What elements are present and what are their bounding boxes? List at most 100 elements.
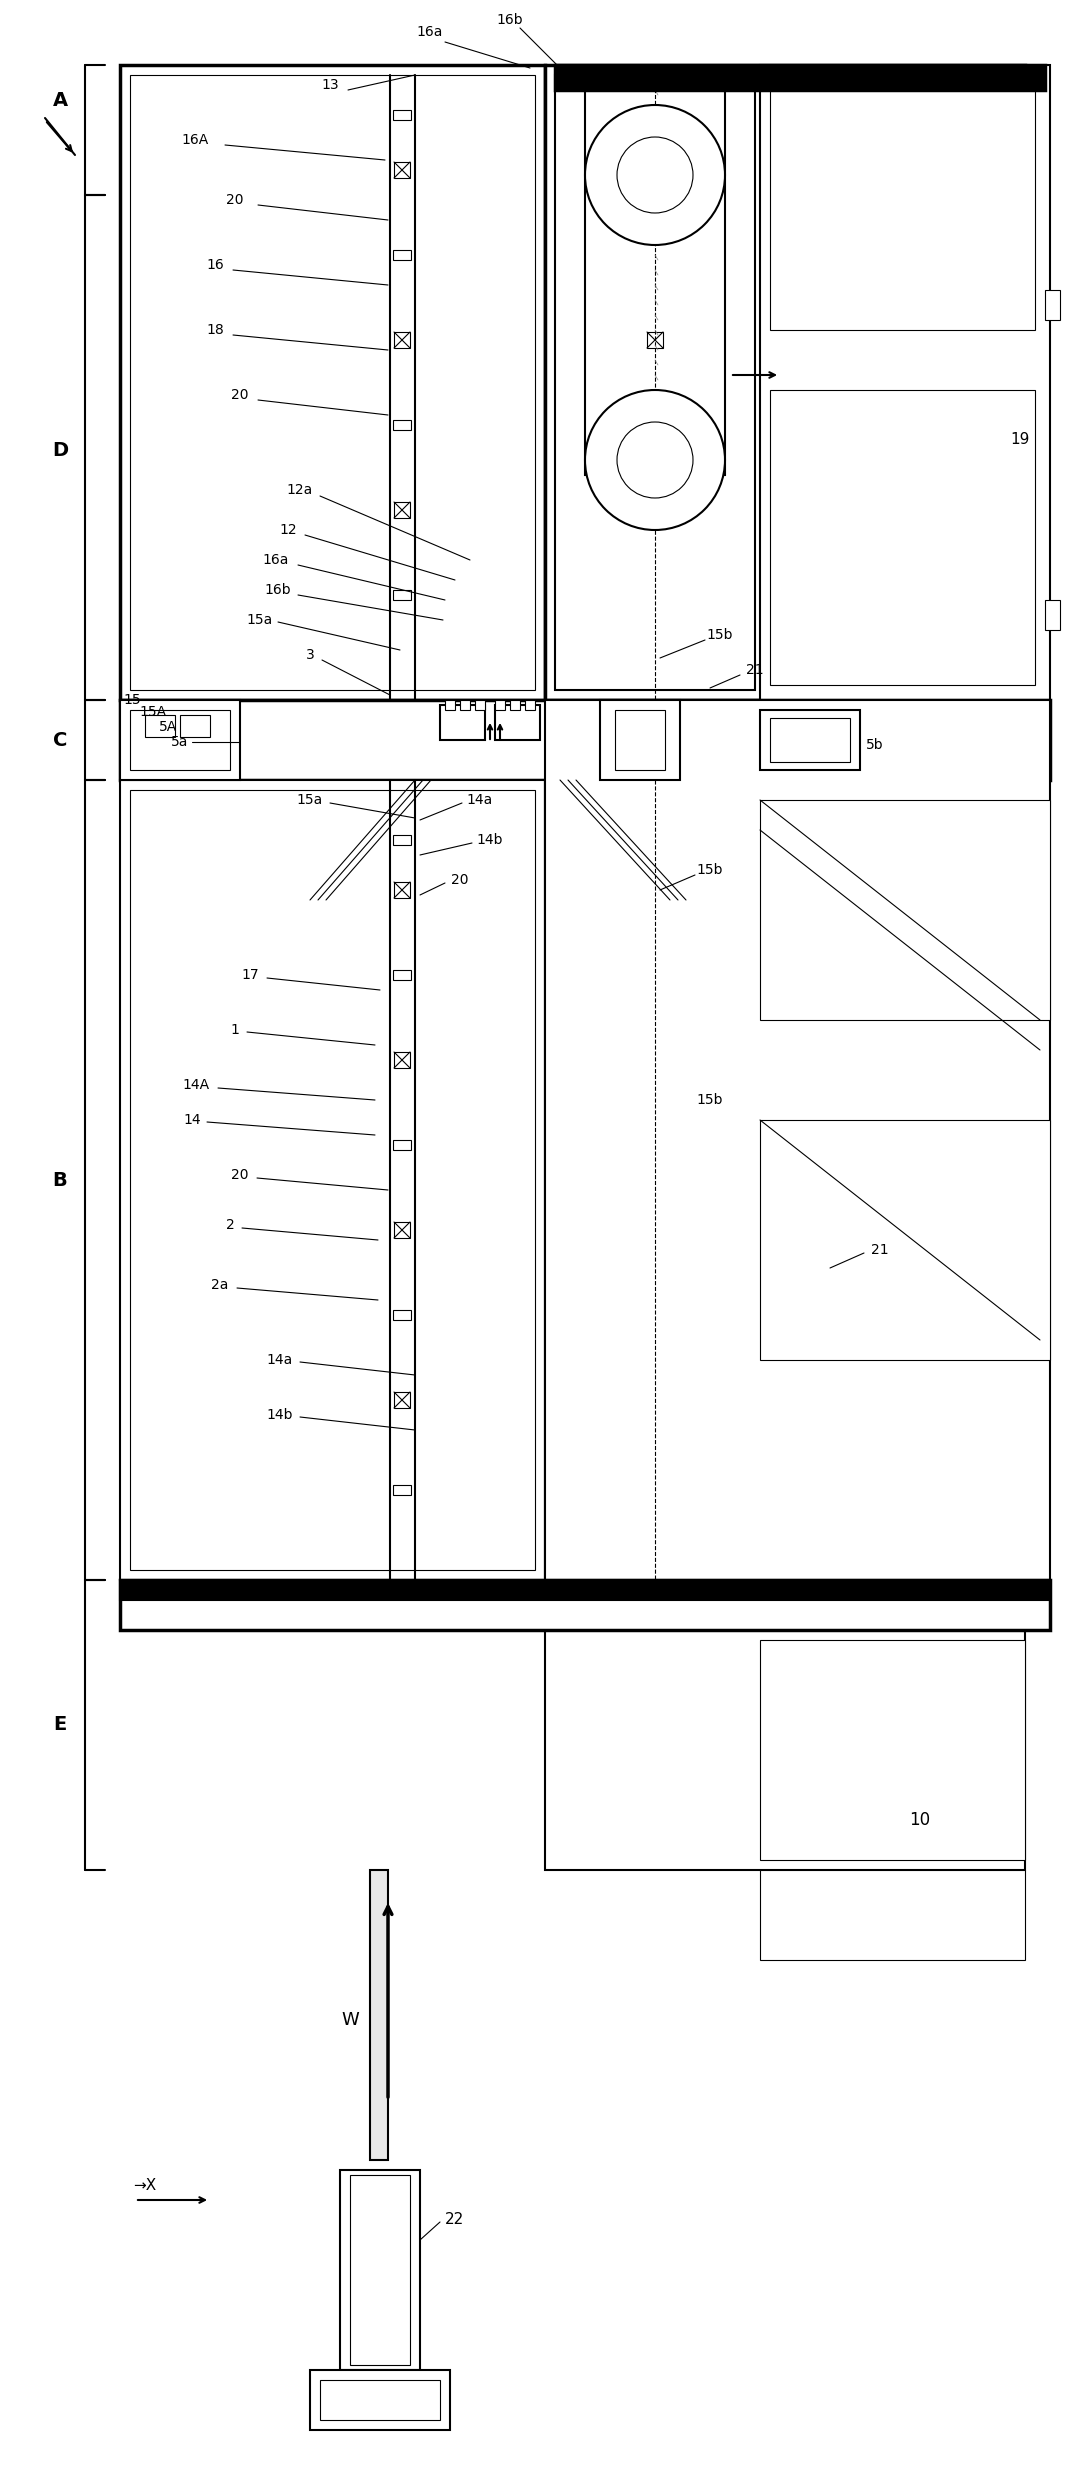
Text: 21: 21 <box>746 662 764 677</box>
Bar <box>760 1119 1050 1359</box>
Bar <box>393 1223 410 1238</box>
Bar <box>446 699 455 709</box>
Text: 20: 20 <box>227 193 244 208</box>
Text: 2a: 2a <box>211 1278 229 1292</box>
Text: 14a: 14a <box>267 1354 293 1366</box>
Bar <box>545 64 1025 699</box>
Bar <box>393 1139 411 1149</box>
Text: 16a: 16a <box>262 554 289 566</box>
Bar <box>370 1871 388 2160</box>
Text: 5A: 5A <box>159 719 177 734</box>
Text: 15: 15 <box>124 692 141 707</box>
Text: 20: 20 <box>231 1169 248 1181</box>
Bar <box>525 699 535 709</box>
Text: C: C <box>53 731 67 749</box>
Bar <box>770 79 1035 331</box>
Circle shape <box>585 390 725 529</box>
Bar <box>130 709 230 771</box>
Bar <box>393 971 411 981</box>
Text: 15b: 15b <box>707 628 733 642</box>
Bar <box>393 1053 410 1067</box>
Text: 16b: 16b <box>496 12 524 27</box>
Bar <box>393 331 410 348</box>
Text: 14b: 14b <box>477 833 503 848</box>
Text: →X: →X <box>133 2177 156 2192</box>
Bar <box>310 2370 450 2429</box>
Text: 13: 13 <box>321 79 339 91</box>
Bar <box>393 1391 410 1408</box>
Text: 15A: 15A <box>140 704 167 719</box>
Text: A: A <box>52 91 67 109</box>
Text: 17: 17 <box>241 969 259 981</box>
Bar <box>393 1485 411 1495</box>
Bar <box>320 2380 440 2419</box>
Text: 14A: 14A <box>182 1077 209 1092</box>
Text: 5a: 5a <box>171 734 189 749</box>
Text: E: E <box>53 1715 66 1735</box>
Bar <box>555 74 754 689</box>
Text: 3: 3 <box>306 647 314 662</box>
Bar <box>601 699 680 781</box>
Bar <box>545 699 1050 1579</box>
Bar <box>393 250 411 259</box>
Circle shape <box>585 104 725 245</box>
Bar <box>555 64 1045 89</box>
Bar <box>120 699 1050 781</box>
Bar <box>350 2174 410 2365</box>
Text: 14a: 14a <box>467 793 493 808</box>
Text: 15b: 15b <box>697 862 723 877</box>
Bar <box>545 781 1025 1579</box>
Bar <box>460 699 470 709</box>
Text: 18: 18 <box>206 324 224 336</box>
Text: 15b: 15b <box>697 1092 723 1107</box>
Bar <box>393 591 411 600</box>
Bar <box>475 699 485 709</box>
Text: 5b: 5b <box>866 739 883 751</box>
Text: 14b: 14b <box>267 1408 294 1421</box>
Text: 20: 20 <box>231 388 248 403</box>
Text: W: W <box>341 2011 359 2029</box>
Bar <box>130 74 535 689</box>
Bar <box>545 1631 1025 1871</box>
Bar <box>120 1579 1050 1631</box>
Bar <box>760 709 860 771</box>
Bar <box>393 1310 411 1320</box>
Text: 15a: 15a <box>297 793 323 808</box>
Bar <box>120 781 545 1579</box>
Bar <box>760 1641 1025 1861</box>
Bar <box>770 719 850 761</box>
Text: 14: 14 <box>183 1112 201 1127</box>
Bar <box>120 699 240 781</box>
Bar <box>393 420 411 430</box>
Bar <box>1045 600 1060 630</box>
Bar <box>495 699 505 709</box>
Bar <box>145 714 175 736</box>
Text: 16b: 16b <box>264 583 292 598</box>
Text: 19: 19 <box>1010 432 1030 447</box>
Bar <box>440 704 485 739</box>
Bar <box>393 502 410 519</box>
Bar <box>770 390 1035 684</box>
Circle shape <box>617 136 693 213</box>
Bar <box>509 699 520 709</box>
Text: 12: 12 <box>280 524 297 536</box>
Text: 2: 2 <box>225 1218 234 1233</box>
Bar <box>760 801 1050 1021</box>
Text: 16: 16 <box>206 257 224 272</box>
Bar <box>393 163 410 178</box>
Text: 21: 21 <box>872 1243 889 1258</box>
Text: B: B <box>53 1171 67 1189</box>
Text: 20: 20 <box>451 872 468 887</box>
Bar <box>180 714 210 736</box>
Bar <box>340 2170 420 2370</box>
Text: 10: 10 <box>909 1811 930 1829</box>
Text: D: D <box>52 440 68 460</box>
Bar <box>393 835 411 845</box>
Bar <box>615 709 664 771</box>
Circle shape <box>617 423 693 499</box>
Text: 1: 1 <box>231 1023 240 1038</box>
Bar <box>585 74 725 474</box>
Bar <box>760 1871 1025 1960</box>
Text: 16A: 16A <box>181 133 208 146</box>
Bar <box>647 331 663 348</box>
